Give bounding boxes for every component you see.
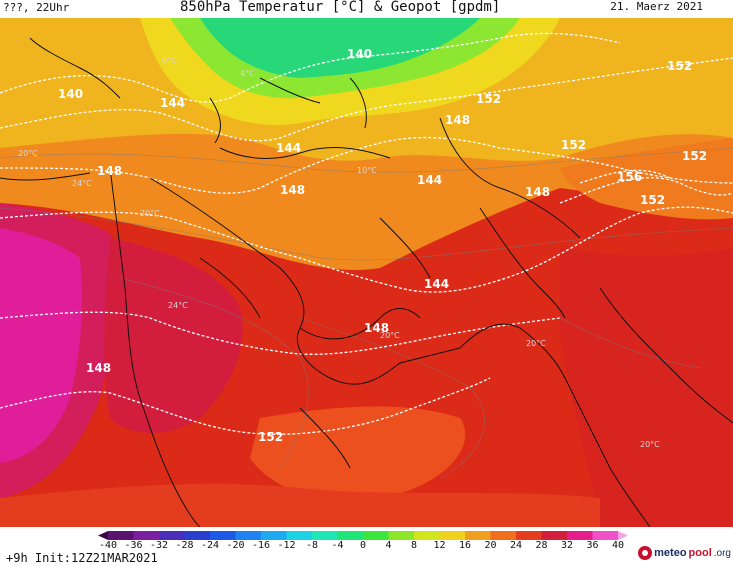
colorbar-tick-label: 12 <box>433 540 446 551</box>
colorbar-segment <box>414 531 440 540</box>
geopot-label: 152 <box>561 138 586 152</box>
colorbar-tick-label: 24 <box>509 540 523 551</box>
colorbar-segment <box>108 531 134 540</box>
geopot-label: 148 <box>280 183 305 197</box>
south-sea-zone <box>0 483 600 527</box>
coastlines <box>0 37 733 527</box>
forecast-time-label: ???, 22Uhr <box>3 1 70 14</box>
colorbar-segment <box>592 531 619 540</box>
west-magenta-zone <box>0 228 82 463</box>
colorbar-tick-label: -32 <box>149 540 169 551</box>
colorbar-tick-label: -12 <box>277 540 296 551</box>
colorbar-tick-label: 8 <box>410 540 418 551</box>
logo-text-meteo: meteo <box>654 547 687 559</box>
geopot-label: 148 <box>525 185 550 199</box>
meteopool-logo[interactable]: meteo pool .org <box>638 546 731 560</box>
temp-label: 0°C <box>162 56 177 65</box>
colorbar-segment <box>439 531 466 540</box>
colorbar-tick-label: 4 <box>385 540 392 551</box>
logo-text-pool: pool <box>688 547 712 559</box>
colorbar-tick-label: -28 <box>175 540 194 551</box>
temp-label: 10°C <box>357 166 377 175</box>
colorbar-tick-label: 40 <box>611 540 625 551</box>
colorbar-tick-label: 32 <box>560 540 574 551</box>
colorbar-segment <box>235 531 262 540</box>
geopot-label: 144 <box>276 141 301 155</box>
colorbar-segment <box>490 531 517 540</box>
arabia-crimson-zone <box>104 238 243 433</box>
geopot-label: 152 <box>682 149 707 163</box>
colorbar-segment <box>567 531 593 540</box>
geopot-label: 140 <box>347 47 372 61</box>
colorbar-segment <box>337 531 364 540</box>
colorbar-segment <box>133 531 160 540</box>
geopot-label: 144 <box>417 173 442 187</box>
ne-orange-zone <box>560 138 733 220</box>
geopot-label: 148 <box>86 361 111 375</box>
color-scale-ticks: -40 -36 -32 -28 -24 -20 -16 -12 -8 -4 0 4 8 12 16 20 24 2… <box>98 540 628 554</box>
colorbar-segment <box>388 531 415 540</box>
geopot-label: 156 <box>617 170 642 184</box>
colorbar-tick-label: 36 <box>586 540 599 551</box>
geopot-label: 148 <box>364 321 389 335</box>
geopot-label: 148 <box>97 164 122 178</box>
weather-map: 140 140 144 148 144 148 148 144 144 148 … <box>0 18 733 527</box>
geopot-label: 140 <box>58 87 83 101</box>
green-zone <box>200 18 480 78</box>
colorbar-segment <box>516 531 542 540</box>
colorbar-segment <box>465 531 491 540</box>
india-red-zone <box>560 248 733 527</box>
colorbar-segment <box>541 531 568 540</box>
colorbar-segment <box>312 531 338 540</box>
geopot-label: 152 <box>667 59 692 73</box>
logo-text-org: .org <box>713 547 731 559</box>
geopot-label: 144 <box>424 277 449 291</box>
geopot-label: 144 <box>160 96 185 110</box>
colorbar-segment <box>210 531 236 540</box>
map-title: 850hPa Temperatur [°C] & Geopot [gpdm] <box>180 0 501 15</box>
forecast-date: 21. Maerz 2021 <box>610 0 703 13</box>
temp-label: 4°C <box>240 69 255 78</box>
temp-label: 24°C <box>72 179 92 188</box>
colorbar-left-arrow <box>98 531 108 540</box>
colorbar-tick-label: 20 <box>484 540 497 551</box>
colorbar-segment <box>363 531 389 540</box>
color-scale-bar <box>98 531 628 540</box>
header-bar: ???, 22Uhr 850hPa Temperatur [°C] & Geop… <box>0 0 733 18</box>
colorbar-segment <box>286 531 313 540</box>
colorbar-tick-label: -40 <box>98 540 118 551</box>
temp-label: 20°C <box>526 339 546 348</box>
colorbar-tick-label: -4 <box>331 540 344 551</box>
colorbar-tick-label: -16 <box>251 540 271 551</box>
temperature-labels: 0°C 4°C 20°C 24°C 20°C 24°C 20°C 10°C 20… <box>18 56 660 449</box>
temp-label: 20°C <box>380 331 400 340</box>
colorbar-tick-label: -20 <box>226 540 245 551</box>
temp-label: 20°C <box>18 149 38 158</box>
temp-label: 20°C <box>640 440 660 449</box>
colorbar-tick-label: 16 <box>458 540 472 551</box>
colorbar-tick-label: 0 <box>359 540 367 551</box>
colorbar-tick-label: -24 <box>200 540 220 551</box>
geopotential-contours <box>0 32 733 435</box>
geopotential-labels: 140 140 144 148 144 148 148 144 144 148 … <box>58 47 707 444</box>
meteopool-logo-icon <box>638 546 653 560</box>
colorbar-segment <box>184 531 211 540</box>
colorbar-segment <box>261 531 287 540</box>
colorbar-tick-label: 28 <box>535 540 548 551</box>
south-orange-zone <box>250 406 466 501</box>
colorbar-segment <box>159 531 185 540</box>
init-time-label: +9h Init:12Z21MAR2021 <box>6 551 158 565</box>
temp-label: 24°C <box>168 301 188 310</box>
geopot-label: 152 <box>258 430 283 444</box>
geopot-label: 152 <box>640 193 665 207</box>
colorbar-tick-label: -8 <box>305 540 319 551</box>
temp-label: 20°C <box>140 209 160 218</box>
geopot-label: 148 <box>445 113 470 127</box>
colorbar-right-arrow <box>618 531 628 540</box>
colorbar-tick-label: -36 <box>124 540 143 551</box>
geopot-label: 152 <box>476 92 501 106</box>
